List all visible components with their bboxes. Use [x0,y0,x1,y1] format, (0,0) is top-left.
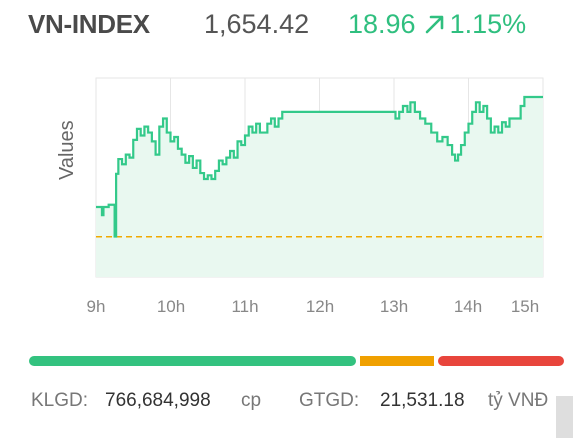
y-axis-label: Values [56,120,78,180]
index-change: 18.96 1.15% [348,6,526,42]
x-tick-13h: 13h [379,297,409,316]
scrollbar-thumb[interactable] [556,396,573,438]
value-label: GTGD: [299,390,360,411]
volume-value: 766,684,998 [105,390,211,411]
index-name: VN-INDEX [28,9,150,39]
x-tick-12h: 12h [305,297,335,316]
intraday-chart[interactable] [0,60,573,330]
trading-summary: KLGD: 766,684,998 cp GTGD: 21,531.18 tỷ … [31,390,571,416]
volume-label: KLGD: [31,390,89,411]
declining-bar [437,356,564,366]
index-header: VN-INDEX 1,654.42 18.96 1.15% [28,6,568,46]
price-area [96,97,543,277]
volume-unit: cp [241,390,262,411]
unchanged-bar [359,356,434,366]
arrow-up-right-icon [425,15,443,34]
x-tick-9h: 9h [86,297,106,316]
x-tick-11h: 11h [231,297,259,316]
market-breadth-bar [29,356,564,366]
price-line [96,95,543,238]
chart-canvas[interactable] [0,60,573,330]
x-tick-10h: 10h [156,297,186,316]
value-unit: tỷ VNĐ [488,390,549,411]
change-points: 18.96 [348,9,416,39]
index-value: 1,654.42 [204,9,310,39]
value-value: 21,531.18 [380,390,465,411]
change-percent: 1.15% [449,9,527,39]
x-tick-14h: 14h [453,297,483,316]
advancing-bar [29,356,356,366]
x-tick-15h: 15h [510,297,540,316]
